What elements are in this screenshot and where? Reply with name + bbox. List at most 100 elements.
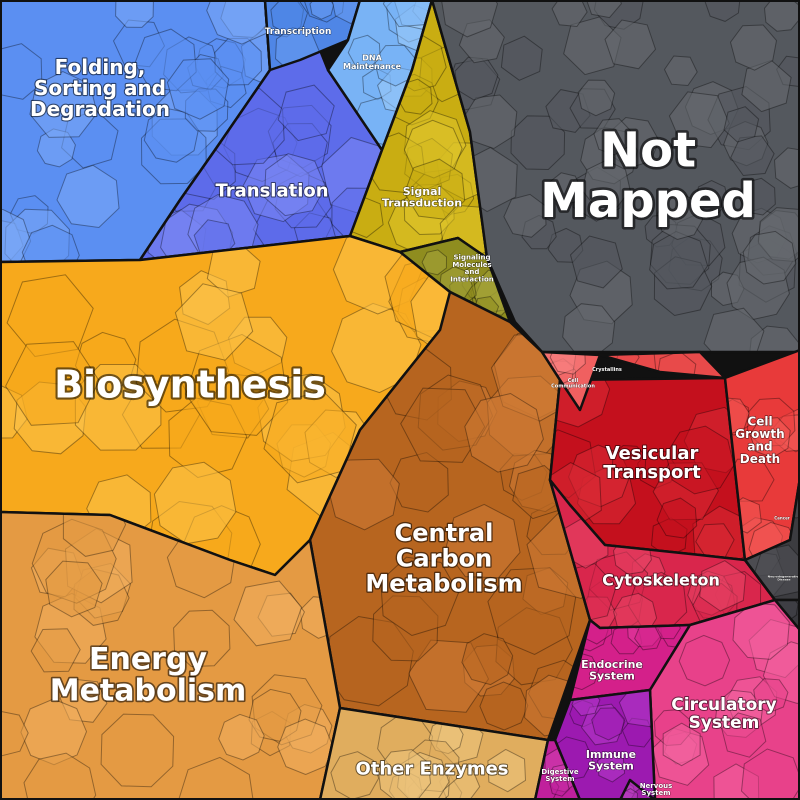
region-outline bbox=[540, 350, 602, 412]
label-folding: Folding, Sorting and Degradation bbox=[30, 55, 170, 121]
subcell bbox=[380, 556, 459, 637]
subcell bbox=[549, 352, 586, 375]
subcell bbox=[100, 713, 175, 788]
subcell bbox=[173, 609, 231, 668]
label-line: Cell bbox=[568, 378, 579, 384]
subcell bbox=[581, 159, 631, 208]
label-circulatory: Circulatory System bbox=[671, 695, 776, 733]
subcell bbox=[549, 172, 582, 206]
subcell bbox=[206, 0, 270, 45]
subcell bbox=[749, 417, 791, 459]
label-line: Maintenance bbox=[343, 62, 402, 71]
subcell bbox=[29, 71, 98, 138]
subcell bbox=[23, 752, 97, 800]
subcell bbox=[233, 580, 303, 647]
region-central-carbon[interactable] bbox=[308, 290, 612, 742]
subcell bbox=[30, 628, 81, 673]
subcell bbox=[45, 560, 103, 618]
label-line: Transport bbox=[603, 462, 701, 483]
label-line: System bbox=[689, 713, 760, 733]
subcell bbox=[403, 158, 466, 220]
subcell bbox=[277, 84, 335, 142]
label-line: Disease bbox=[777, 578, 790, 582]
subcell bbox=[621, 788, 639, 800]
label-line: DNA bbox=[362, 54, 382, 63]
region-outline bbox=[430, 0, 800, 354]
region-energy[interactable] bbox=[0, 493, 342, 800]
subcell bbox=[218, 713, 265, 761]
subcell bbox=[503, 193, 547, 238]
subcell bbox=[723, 106, 760, 143]
label-line: Communication bbox=[551, 383, 595, 389]
subcell bbox=[721, 712, 767, 758]
label-line: System bbox=[589, 670, 635, 683]
label-line: Digestive bbox=[541, 768, 578, 776]
region-outline bbox=[598, 350, 727, 380]
subcell bbox=[214, 37, 263, 86]
subcell-group bbox=[651, 602, 800, 800]
region-outline bbox=[618, 778, 657, 800]
label-energy: Energy Metabolism bbox=[50, 642, 247, 709]
region-folding[interactable] bbox=[0, 0, 297, 282]
subcell bbox=[591, 707, 625, 741]
subcell bbox=[656, 352, 697, 378]
subcell bbox=[500, 35, 543, 81]
label-line: Mapped bbox=[540, 173, 756, 229]
label-transcription: Transcription bbox=[265, 27, 332, 37]
subcell bbox=[330, 751, 380, 800]
label-translation: Translation bbox=[215, 180, 328, 201]
subcell bbox=[741, 59, 792, 113]
subcell bbox=[611, 444, 647, 480]
label-line: Crystallins bbox=[592, 367, 622, 373]
subcell bbox=[177, 756, 255, 800]
label-immune: Immune System bbox=[586, 748, 636, 773]
label-line: System bbox=[588, 760, 634, 773]
subcell bbox=[773, 147, 800, 189]
region-outline bbox=[263, 0, 362, 72]
subcell bbox=[377, 749, 432, 800]
subcell bbox=[656, 193, 704, 241]
subcell bbox=[740, 748, 800, 800]
subcell bbox=[704, 0, 741, 22]
subcell bbox=[347, 34, 381, 69]
label-line: Nervous bbox=[640, 782, 673, 790]
region-not-mapped[interactable] bbox=[430, 0, 800, 377]
label-line: and bbox=[747, 440, 772, 454]
subcell bbox=[421, 249, 448, 276]
label-line: Transcription bbox=[265, 27, 332, 37]
subcell bbox=[487, 748, 527, 793]
region-circulatory[interactable] bbox=[648, 598, 800, 800]
subcell bbox=[21, 224, 80, 262]
subcell bbox=[562, 303, 616, 352]
label-signaling-molecules: Signaling Molecules and Interaction bbox=[450, 253, 494, 283]
subcell bbox=[577, 79, 616, 117]
label-line: Carbon bbox=[396, 544, 492, 572]
region-other-enzymes[interactable] bbox=[318, 706, 550, 800]
label-line: Cytoskeleton bbox=[602, 571, 720, 590]
label-line: Cancer bbox=[774, 515, 790, 520]
label-endocrine: Endocrine System bbox=[581, 658, 643, 683]
subcell bbox=[597, 751, 626, 783]
subcell bbox=[730, 135, 775, 177]
subcell bbox=[678, 634, 731, 687]
subcell bbox=[593, 118, 631, 156]
subcell bbox=[656, 497, 698, 539]
subcell bbox=[263, 153, 327, 217]
region-outline bbox=[318, 706, 550, 800]
label-line: Central bbox=[395, 519, 494, 547]
subcell bbox=[5, 341, 100, 426]
label-line: Metabolism bbox=[365, 570, 522, 598]
region-immune[interactable] bbox=[550, 685, 664, 800]
label-line: Immune bbox=[586, 748, 636, 761]
label-other-enzymes: Other Enzymes bbox=[355, 758, 508, 779]
subcell bbox=[665, 425, 735, 495]
subcell bbox=[153, 461, 237, 545]
subcell bbox=[20, 698, 88, 766]
subcell bbox=[662, 722, 701, 767]
label-line: Sorting and bbox=[34, 76, 166, 100]
label-cell-communication: Cell Communication bbox=[551, 378, 595, 389]
label-vesicular: Vesicular Transport bbox=[603, 443, 701, 483]
label-central-carbon: Central Carbon Metabolism bbox=[365, 519, 522, 597]
label-not-mapped: Not Mapped bbox=[540, 123, 756, 229]
